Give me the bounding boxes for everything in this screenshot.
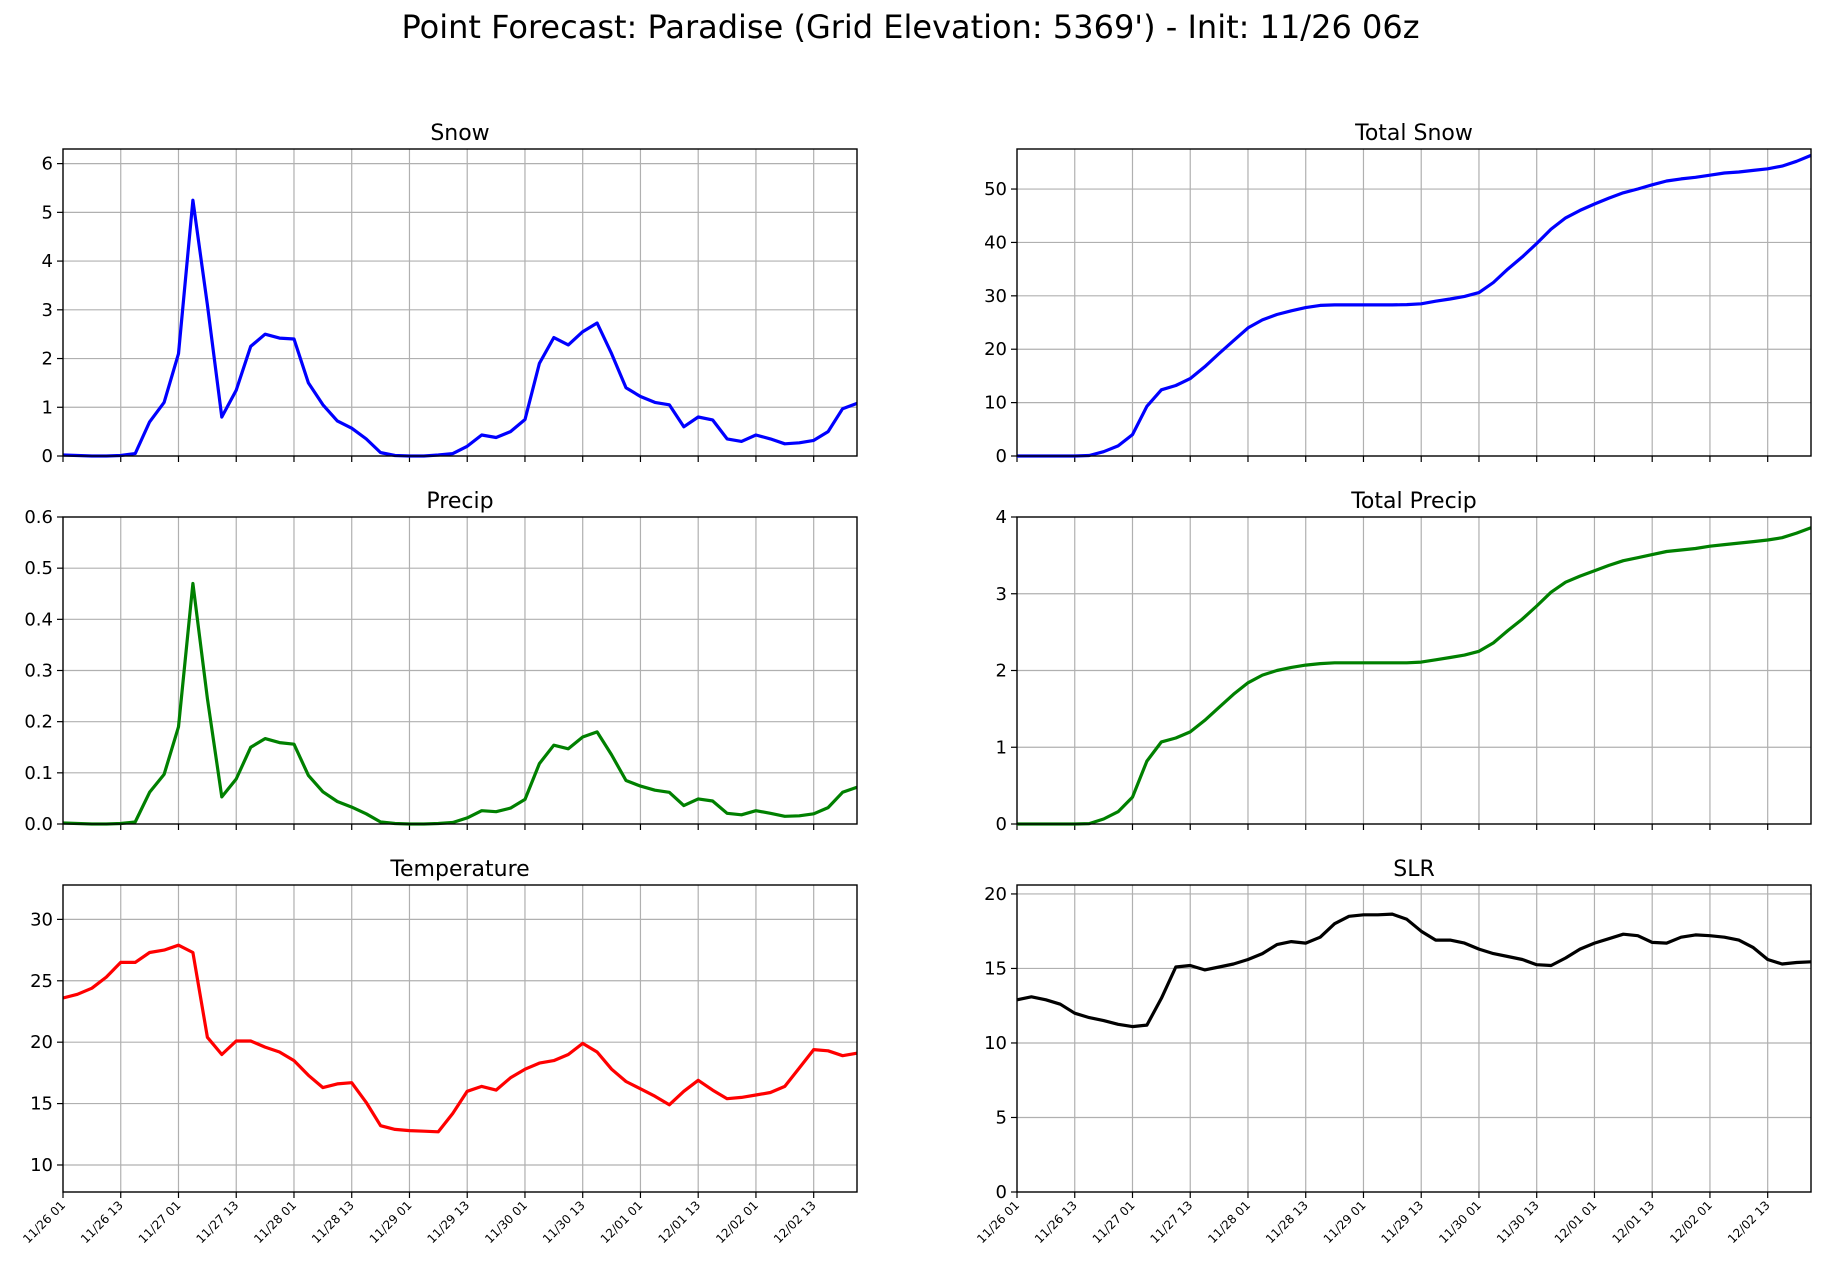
series-line-snow [62,198,858,458]
x-tick-label: 12/02 13 [771,1198,819,1246]
y-tick-label: 0.3 [24,661,53,682]
chart-temperature: 10 15 20 25 30 11/26 01 11/26 13 11/27 01 11/27 … [20,857,858,1246]
chart-total-precip: 0 1 2 3 4 Total Precip [996,489,1812,835]
x-tick-label: 11/28 13 [309,1198,357,1246]
x-tick-label: 12/01 01 [598,1198,646,1246]
y-tick-label: 0 [996,446,1007,467]
y-tick-label: 3 [42,300,53,321]
y-tick-label: 2 [42,349,53,370]
axes-frame [1016,148,1812,457]
chart-slr: 0 5 10 15 20 11/26 01 11/26 13 11/27 01 11/27 13… [974,857,1812,1246]
panel-title: Total Precip [1350,489,1477,514]
y-tick-label: 5 [42,202,53,223]
y-tick-label: 20 [30,1032,53,1053]
x-tick-label: 11/30 01 [482,1198,530,1246]
y-tick-label: 0.1 [24,763,53,784]
x-tick-label: 11/28 13 [1263,1198,1311,1246]
y-tick-label: 0 [42,446,53,467]
y-tick-label: 0.6 [24,507,53,528]
series-line-slr [1016,912,1812,1029]
x-tick-label: 11/30 01 [1436,1198,1484,1246]
y-tick-label: 0.4 [24,609,53,630]
y-tick-label: 15 [984,958,1007,979]
y-tick-label: 0.0 [24,814,53,835]
y-tick-label: 0 [996,814,1007,835]
panel-title: Snow [430,121,489,146]
x-tick-label: 11/26 01 [20,1198,68,1246]
x-tick-label: 11/26 01 [974,1198,1022,1246]
y-tick-label: 5 [996,1107,1007,1128]
chart-snow: 0 1 2 3 4 5 6 Snow [42,121,858,467]
series-line-total-snow [1017,153,1812,458]
series-line-temperature [62,943,858,1134]
x-tick-label: 11/27 01 [1090,1198,1138,1246]
x-tick-label: 12/02 01 [1667,1198,1715,1246]
y-tick-label: 0.5 [24,558,53,579]
chart-total-snow: 0 10 20 30 40 50 Total Snow [984,121,1812,467]
x-tick-label: 12/01 01 [1552,1198,1600,1246]
y-tick-label: 30 [30,909,53,930]
x-tick-label: 11/28 01 [1205,1198,1253,1246]
x-tick-label: 12/01 13 [1609,1198,1657,1246]
panel-title: SLR [1393,857,1435,882]
axes-frame [62,148,858,457]
y-tick-label: 1 [996,737,1007,758]
axes-frame [62,884,858,1193]
y-tick-label: 10 [30,1155,53,1176]
y-tick-label: 1 [42,397,53,418]
y-tick-label: 40 [984,232,1007,253]
y-tick-label: 50 [984,179,1007,200]
y-tick-label: 3 [996,584,1007,605]
x-tick-label: 11/30 13 [540,1198,588,1246]
series-line-total-precip [1017,526,1812,826]
series-line-precip [62,581,858,826]
x-tick-label: 12/02 13 [1725,1198,1773,1246]
x-tick-label: 12/01 13 [655,1198,703,1246]
x-tick-label: 11/29 13 [424,1198,472,1246]
y-tick-label: 4 [996,507,1007,528]
axes-frame [1016,884,1812,1193]
y-tick-label: 25 [30,971,53,992]
y-tick-label: 20 [984,884,1007,905]
axes-frame [1016,516,1812,825]
y-tick-label: 10 [984,393,1007,414]
x-tick-label: 11/29 01 [367,1198,415,1246]
y-tick-label: 10 [984,1033,1007,1054]
y-tick-label: 0 [996,1182,1007,1203]
x-tick-label: 12/02 01 [713,1198,761,1246]
panel-title: Total Snow [1354,121,1473,146]
x-tick-label: 11/29 13 [1378,1198,1426,1246]
x-tick-label: 11/26 13 [78,1198,126,1246]
y-tick-label: 30 [984,286,1007,307]
chart-precip: 0.0 0.1 0.2 0.3 0.4 0.5 0.6 Precip [24,489,858,835]
y-tick-label: 4 [42,251,53,272]
y-tick-label: 6 [42,154,53,175]
x-tick-label: 11/28 01 [251,1198,299,1246]
x-tick-label: 11/29 01 [1321,1198,1369,1246]
y-tick-label: 0.2 [24,712,53,733]
x-tick-label: 11/26 13 [1032,1198,1080,1246]
panel-title: Temperature [389,857,529,882]
x-tick-label: 11/27 13 [194,1198,242,1246]
x-tick-label: 11/27 13 [1148,1198,1196,1246]
y-tick-label: 2 [996,661,1007,682]
figure-title: Point Forecast: Paradise (Grid Elevation… [401,8,1420,46]
panel-title: Precip [426,489,493,514]
axes-frame [62,516,858,825]
x-tick-label: 11/27 01 [136,1198,184,1246]
x-tick-label: 11/30 13 [1494,1198,1542,1246]
y-tick-label: 15 [30,1094,53,1115]
y-tick-label: 20 [984,339,1007,360]
